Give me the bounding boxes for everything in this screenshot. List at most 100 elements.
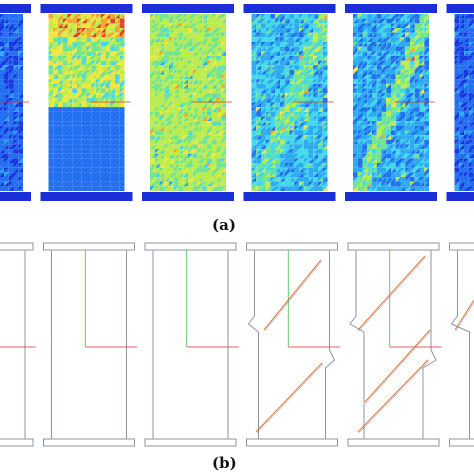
contour-cell (169, 51, 174, 56)
contour-cell (48, 135, 54, 140)
contour-cell (216, 153, 222, 159)
contour-cell (115, 74, 120, 80)
contour-cell (0, 172, 4, 178)
contour-cell (164, 177, 169, 182)
contour-cell (62, 102, 68, 108)
contour-cell (58, 186, 63, 191)
contour-cell (183, 18, 188, 24)
contour-cell (164, 32, 169, 38)
contour-cell (0, 79, 4, 84)
contour-cell (188, 116, 193, 122)
contour-cell (81, 55, 87, 61)
contour-cell (58, 163, 63, 168)
contour-cell (115, 83, 120, 89)
contour-cell (62, 153, 68, 159)
contour-cell (91, 111, 96, 117)
contour-cell (48, 27, 54, 33)
contour-cell (164, 111, 169, 117)
contour-cell (188, 153, 193, 159)
contour-cell (86, 153, 92, 159)
contour-cell (18, 27, 23, 33)
contour-cell (169, 186, 174, 191)
contour-cell (313, 18, 318, 24)
contour-cell (188, 27, 193, 33)
contour-cell (8, 177, 14, 182)
contour-cell (216, 167, 222, 173)
contour-cell (261, 27, 266, 33)
contour-cell (188, 27, 193, 33)
contour-cell (100, 32, 106, 38)
contour-cell (77, 32, 82, 38)
contour-cell (8, 144, 14, 150)
contour-cell (169, 163, 174, 168)
contour-cell (81, 79, 87, 84)
contour-cell (81, 121, 87, 126)
contour-cell (159, 153, 165, 159)
contour-cell (58, 32, 63, 38)
contour-cell (119, 79, 125, 84)
contour-cell (299, 18, 304, 24)
contour-cell (96, 167, 101, 173)
contour-cell (96, 60, 101, 66)
contour-cell (62, 93, 68, 98)
contour-cell (67, 88, 73, 94)
contour-cell (178, 51, 184, 56)
contour-cell (86, 181, 92, 187)
contour-cell (110, 116, 115, 122)
contour-cell (81, 18, 87, 24)
contour-cell (207, 177, 212, 182)
contour-cell (197, 32, 203, 38)
contour-cell (183, 37, 188, 42)
contour-cell (202, 46, 207, 52)
contour-cell (150, 41, 155, 47)
contour-cell (216, 107, 222, 112)
contour-cell (164, 27, 169, 33)
contour-cell (81, 163, 87, 168)
contour-cell (150, 186, 155, 191)
contour-cell (211, 18, 217, 24)
contour-cell (96, 74, 101, 80)
contour-cell (0, 135, 4, 140)
contour-cell (183, 107, 188, 112)
contour-cell (150, 51, 155, 56)
contour-cell (211, 181, 217, 187)
contour-cell (100, 32, 106, 38)
contour-cell (4, 46, 9, 52)
contour-cell (188, 107, 193, 112)
contour-cell (178, 167, 184, 173)
contour-cell (72, 135, 77, 140)
contour-cell (164, 88, 169, 94)
contour-cell (0, 102, 4, 108)
contour-cell (318, 32, 323, 38)
contour-cell (100, 37, 106, 42)
contour-cell (0, 163, 4, 168)
contour-cell (105, 74, 111, 80)
contour-cell (53, 139, 58, 145)
contour-cell (18, 18, 23, 24)
contour-cell (188, 135, 193, 140)
contour-cell (197, 186, 203, 191)
contour-cell (48, 51, 54, 56)
contour-cell (81, 158, 87, 164)
contour-cell (197, 107, 203, 112)
contour-cell (67, 144, 73, 150)
contour-cell (265, 23, 271, 28)
contour-cell (0, 46, 4, 51)
contour-cell (62, 46, 68, 52)
contour-cell (67, 37, 73, 42)
contour-cell (280, 37, 285, 42)
contour-cell (4, 46, 9, 52)
contour-cell (62, 37, 68, 42)
contour-cell (211, 121, 217, 126)
contour-cell (159, 121, 165, 126)
contour-cell (119, 153, 125, 159)
contour-cell (280, 41, 285, 47)
contour-cell (216, 32, 222, 38)
contour-cell (202, 93, 207, 98)
contour-cell (173, 111, 179, 117)
contour-cell (13, 51, 19, 56)
contour-cell (18, 177, 23, 182)
contour-cell (105, 144, 111, 150)
contour-cell (81, 32, 87, 38)
contour-cell (313, 27, 318, 33)
